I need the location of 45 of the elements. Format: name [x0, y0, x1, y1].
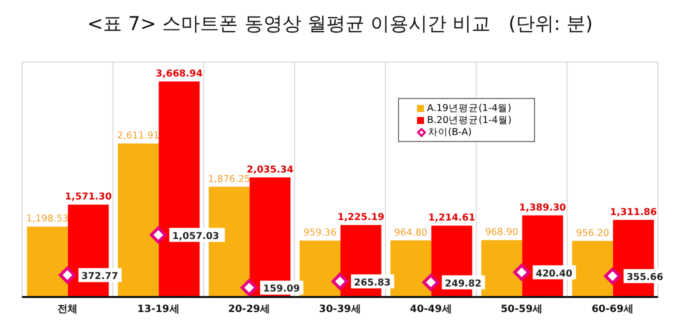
data-label: 968.90 — [485, 227, 518, 238]
bar — [390, 240, 432, 297]
legend-label: A.19년평균(1-4월) — [427, 102, 512, 114]
point — [604, 268, 622, 285]
data-label: 1,876.25 — [208, 174, 250, 185]
x-tick-label: 50-59세 — [500, 304, 543, 316]
data-label: 959.36 — [303, 228, 337, 239]
data-label: 1,198.53 — [26, 214, 69, 225]
legend-label: B.20년평균(1-4월) — [427, 114, 512, 126]
x-tick-label: 20-29세 — [228, 304, 270, 316]
data-label: 1,389.30 — [519, 202, 566, 214]
data-label: 159.09 — [263, 284, 300, 295]
data-label: 420.40 — [536, 268, 573, 280]
x-tick-label: 13-19세 — [137, 304, 180, 316]
data-label: 1,214.61 — [428, 212, 476, 224]
point — [332, 272, 348, 290]
bar — [572, 240, 614, 297]
data-label: 1,571.30 — [64, 192, 112, 203]
x-tick-label: 40-49세 — [410, 304, 452, 316]
data-label: 265.83 — [354, 277, 391, 288]
data-label: 3,668.94 — [156, 68, 204, 80]
data-label: 249.82 — [444, 278, 482, 290]
x-tick-label: 30-39세 — [319, 304, 361, 316]
data-label: 2,035.34 — [246, 164, 294, 176]
bar — [27, 226, 68, 297]
x-tick-label: 전체 — [57, 304, 78, 316]
data-label: 964.80 — [394, 227, 428, 238]
point — [150, 226, 167, 244]
bar — [481, 240, 522, 297]
data-label: 956.20 — [576, 228, 610, 239]
x-tick-label: 60-69세 — [592, 304, 634, 316]
chart-title: <표 7> 스마트폰 동영상 월평균 이용시간 비교 (단위: 분) — [86, 12, 594, 37]
legend-label: 차이(B-A) — [428, 126, 472, 138]
point — [513, 264, 530, 281]
data-label: 1,311.86 — [610, 206, 658, 218]
point — [58, 266, 76, 284]
point — [422, 274, 440, 291]
data-label: 2,611.91 — [117, 130, 160, 142]
data-label: 372.77 — [81, 271, 118, 282]
bar — [118, 144, 159, 297]
data-label: 1,225.19 — [337, 212, 384, 224]
data-label: 1,057.03 — [172, 230, 220, 242]
bar — [300, 240, 340, 297]
point — [240, 279, 258, 296]
data-label: 355.66 — [626, 272, 664, 284]
